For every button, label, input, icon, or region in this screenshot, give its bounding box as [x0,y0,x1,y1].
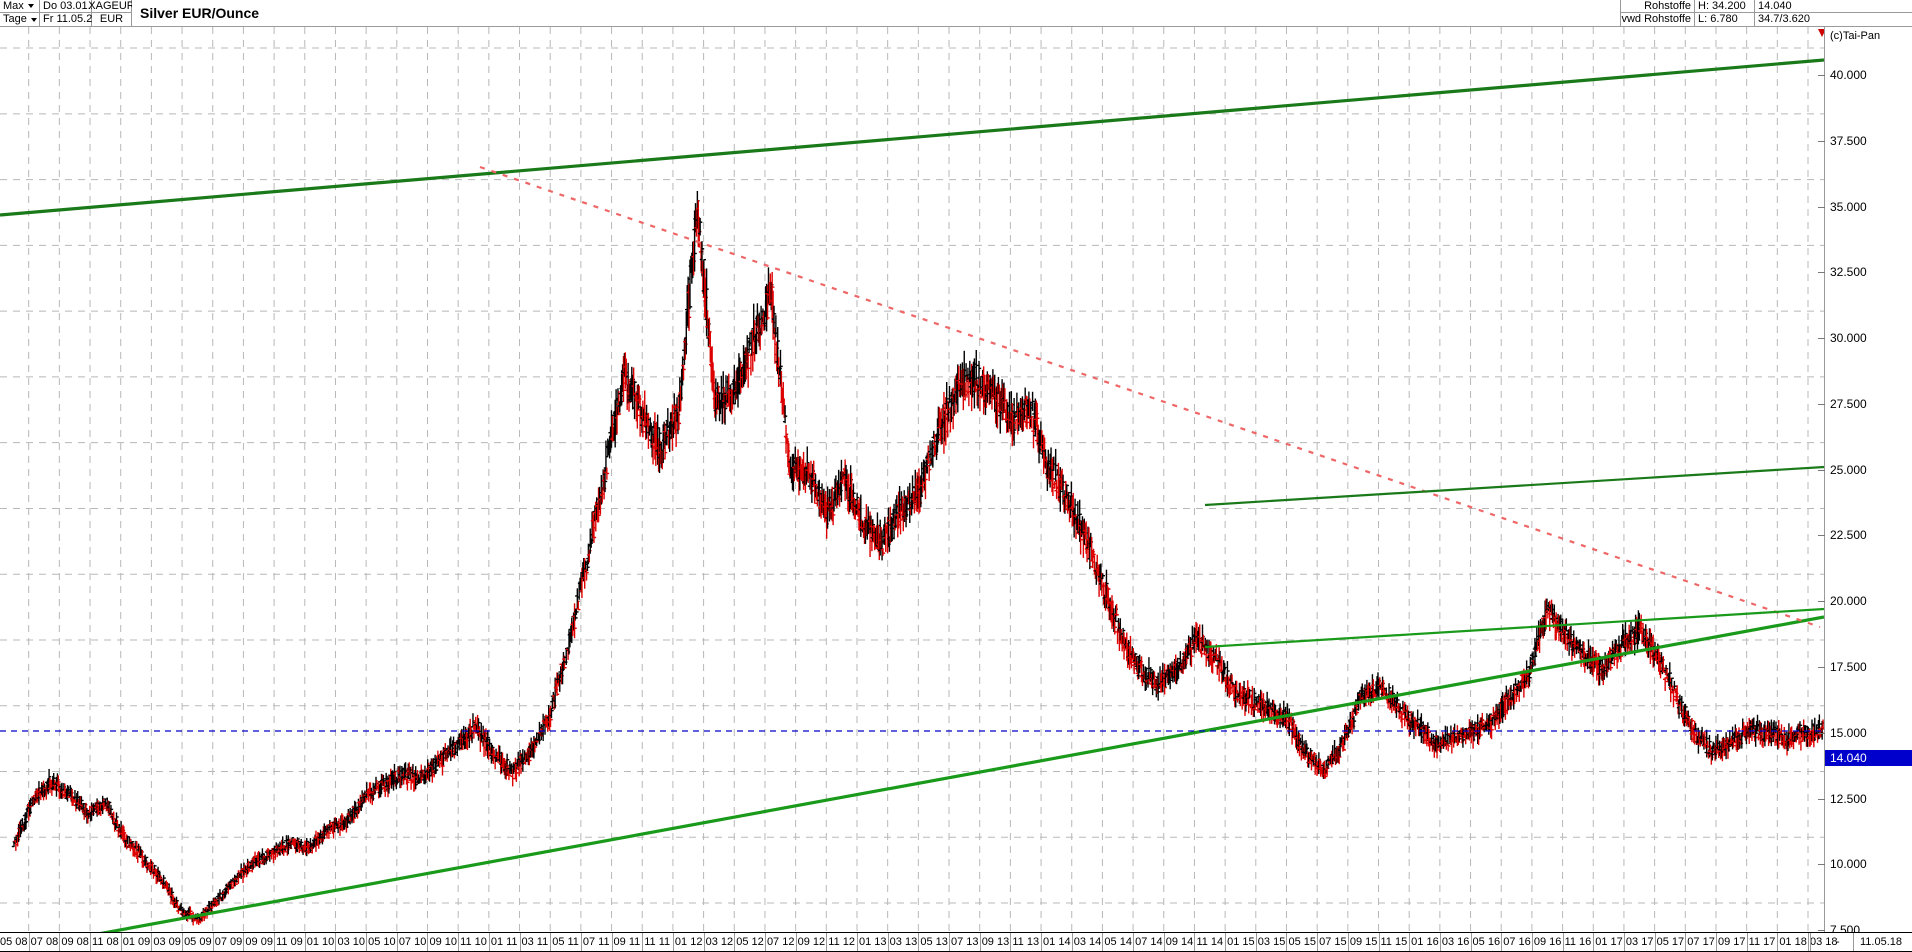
header-date-range[interactable]: Do 03.01.2008 Fr 11.05.2018 [40,0,115,26]
header-selectors: Max Tage [0,0,40,26]
interval-selector[interactable]: Tage [0,13,39,26]
header-last-price: 14.040 34.7/3.620 [1755,0,1912,26]
symbol-code: XAGEUR [88,0,135,13]
range-selector-label: Max [3,0,24,12]
date-to: Fr 11.05.2018 [43,13,111,25]
symbol-currency: EUR [99,13,124,25]
chart-plot-area[interactable] [0,27,1824,932]
source-label: vwd Rohstoffe [1621,13,1691,25]
header-title-cell: Silver EUR/Ounce [132,0,1620,26]
last-price-value: 14.040 [1755,0,1912,13]
page-title: Silver EUR/Ounce [140,4,260,21]
chart-header-bar: Max Tage Do 03.01.2008 Fr 11.05.2018 XAG… [0,0,1912,26]
category-label: Rohstoffe [1621,0,1694,13]
low-label: L: 6.780 [1698,13,1738,25]
header-divider [0,26,1912,27]
header-symbol[interactable]: XAGEUR EUR [88,0,135,26]
chart-canvas [0,27,1824,932]
header-category: Rohstoffe vwd Rohstoffe [1620,0,1695,26]
high-label: H: 34.200 [1695,0,1754,13]
chevron-down-icon [27,4,34,8]
range-selector[interactable]: Max [0,0,39,13]
interval-selector-label: Tage [3,13,27,25]
price-bars [11,190,1824,926]
price-range-value: 34.7/3.620 [1758,13,1810,25]
date-from: Do 03.01.2008 [40,0,115,13]
chevron-down-icon [30,17,37,22]
header-high-low: H: 34.200 L: 6.780 [1695,0,1755,26]
